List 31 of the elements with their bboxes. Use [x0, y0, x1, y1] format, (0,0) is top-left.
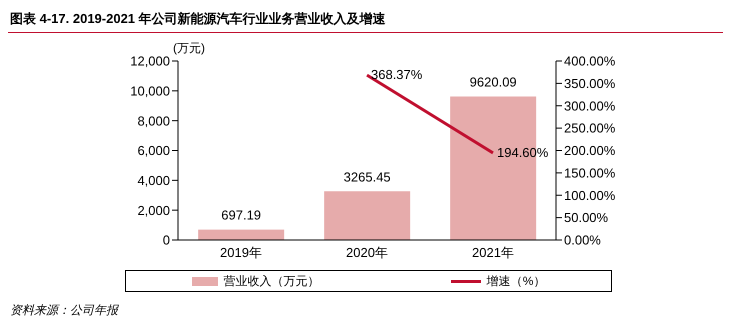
bar [324, 191, 410, 240]
y-tick-label: 4,000 [137, 172, 170, 188]
y-tick-label: 10,000 [130, 83, 170, 98]
y2-tick-label: 350.00% [564, 76, 616, 91]
x-tick-label: 2021年 [472, 245, 514, 260]
bar [198, 230, 284, 240]
legend-label: 营业收入（万元） [224, 272, 320, 290]
y2-tick-label: 250.00% [564, 120, 616, 136]
y-tick-label: 8,000 [137, 113, 170, 128]
y-tick-label: 6,000 [137, 143, 170, 158]
chart-title: 图表 4-17. 2019-2021 年公司新能源汽车行业业务营业收入及增速 [10, 10, 386, 28]
data-label: 9620.09 [470, 74, 517, 90]
data-label: 194.60% [497, 144, 549, 160]
data-label: 697.19 [221, 208, 262, 223]
text: 资料来源：公司年报 [10, 303, 118, 317]
legend-label: 增速（%） [486, 272, 546, 290]
y-tick-label: 0 [162, 232, 170, 248]
data-label: 3265.45 [344, 169, 391, 184]
y2-tick-label: 50.00% [564, 210, 609, 226]
y2-tick-label: 300.00% [564, 98, 616, 114]
y2-tick-label: 400.00% [564, 54, 616, 69]
y-axis-title: (万元) [173, 40, 205, 57]
y-tick-label: 2,000 [137, 202, 170, 218]
x-tick-label: 2020年 [346, 245, 388, 260]
data-label: 368.37% [371, 67, 423, 82]
y2-tick-label: 0.00% [564, 232, 602, 248]
y2-tick-label: 200.00% [564, 143, 616, 158]
y2-tick-label: 100.00% [564, 188, 616, 203]
y-tick-label: 12,000 [130, 54, 170, 69]
x-tick-label: 2019年 [220, 245, 262, 260]
y2-tick-label: 150.00% [564, 165, 616, 180]
